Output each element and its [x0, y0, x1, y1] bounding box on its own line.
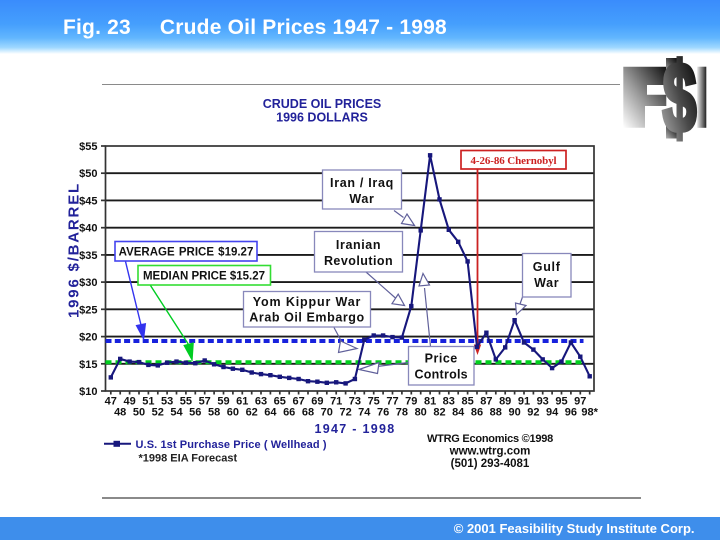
svg-text:88: 88 — [490, 407, 502, 419]
svg-text:53: 53 — [161, 396, 173, 408]
svg-text:81: 81 — [424, 396, 436, 408]
svg-text:72: 72 — [339, 407, 351, 419]
svg-text:$45: $45 — [79, 195, 97, 207]
svg-text:89: 89 — [499, 396, 511, 408]
svg-text:1996 $/BARREL: 1996 $/BARREL — [66, 182, 83, 318]
svg-text:$55: $55 — [79, 141, 97, 153]
svg-text:95: 95 — [555, 396, 567, 408]
svg-text:58: 58 — [208, 407, 220, 419]
svg-text:91: 91 — [518, 396, 530, 408]
svg-text:80: 80 — [415, 407, 427, 419]
svg-text:84: 84 — [452, 407, 465, 419]
svg-text:Iran / Iraq: Iran / Iraq — [330, 176, 394, 190]
svg-text:$10: $10 — [79, 386, 97, 398]
svg-text:73: 73 — [349, 396, 361, 408]
svg-text:$15: $15 — [79, 359, 97, 371]
svg-text:90: 90 — [508, 407, 520, 419]
svg-text:$40: $40 — [79, 223, 97, 235]
svg-text:82: 82 — [433, 407, 445, 419]
svg-text:U.S. 1st Purchase Price ( Well: U.S. 1st Purchase Price ( Wellhead ) — [136, 439, 327, 451]
svg-text:62: 62 — [246, 407, 258, 419]
svg-text:50: 50 — [133, 407, 145, 419]
svg-text:*1998 EIA Forecast: *1998 EIA Forecast — [139, 453, 238, 465]
svg-text:56: 56 — [189, 407, 201, 419]
svg-text:86: 86 — [471, 407, 483, 419]
svg-text:59: 59 — [217, 396, 229, 408]
svg-text:Yom Kippur War: Yom Kippur War — [253, 295, 361, 309]
svg-text:Price: Price — [425, 352, 458, 366]
svg-text:54: 54 — [170, 407, 183, 419]
svg-text:Arab Oil Embargo: Arab Oil Embargo — [249, 311, 364, 325]
svg-text:MEDIAN PRICE $15.27: MEDIAN PRICE $15.27 — [143, 271, 265, 283]
svg-text:51: 51 — [142, 396, 154, 408]
svg-text:60: 60 — [227, 407, 239, 419]
svg-text:1947 - 1998: 1947 - 1998 — [314, 422, 395, 436]
svg-text:$35: $35 — [79, 250, 97, 262]
svg-text:$: $ — [663, 44, 697, 153]
svg-text:WTRG Economics ©1998: WTRG Economics ©1998 — [427, 433, 553, 445]
svg-text:(501) 293-4081: (501) 293-4081 — [451, 458, 530, 470]
svg-text:War: War — [349, 192, 374, 206]
svg-text:Gulf: Gulf — [533, 260, 561, 274]
svg-text:63: 63 — [255, 396, 267, 408]
svg-text:75: 75 — [368, 396, 380, 408]
svg-text:97: 97 — [574, 396, 586, 408]
svg-text:69: 69 — [311, 396, 323, 408]
svg-text:War: War — [534, 276, 559, 290]
svg-text:77: 77 — [386, 396, 398, 408]
svg-text:64: 64 — [264, 407, 277, 419]
svg-text:74: 74 — [358, 407, 371, 419]
svg-text:CRUDE OIL PRICES: CRUDE OIL PRICES — [263, 97, 382, 111]
svg-text:78: 78 — [396, 407, 408, 419]
svg-text:94: 94 — [546, 407, 559, 419]
svg-text:71: 71 — [330, 396, 342, 408]
svg-text:www.wtrg.com: www.wtrg.com — [449, 446, 531, 458]
svg-text:Controls: Controls — [415, 368, 468, 382]
svg-text:$50: $50 — [79, 168, 97, 180]
svg-text:4-26-86 Chernobyl: 4-26-86 Chernobyl — [471, 155, 557, 167]
svg-text:98*: 98* — [581, 407, 598, 419]
svg-text:1996 DOLLARS: 1996 DOLLARS — [276, 111, 368, 125]
svg-text:Iranian: Iranian — [336, 238, 381, 252]
svg-text:93: 93 — [537, 396, 549, 408]
svg-text:$20: $20 — [79, 332, 97, 344]
svg-text:83: 83 — [443, 396, 455, 408]
svg-text:87: 87 — [480, 396, 492, 408]
svg-text:70: 70 — [321, 407, 333, 419]
svg-text:65: 65 — [274, 396, 286, 408]
svg-text:52: 52 — [152, 407, 164, 419]
svg-text:$30: $30 — [79, 277, 97, 289]
svg-text:AVERAGE PRICE $19.27: AVERAGE PRICE $19.27 — [119, 247, 254, 259]
svg-text:$25: $25 — [79, 304, 97, 316]
svg-text:57: 57 — [199, 396, 211, 408]
svg-text:67: 67 — [292, 396, 304, 408]
svg-text:66: 66 — [283, 407, 295, 419]
svg-text:61: 61 — [236, 396, 248, 408]
svg-text:49: 49 — [123, 396, 135, 408]
svg-text:68: 68 — [302, 407, 314, 419]
svg-text:79: 79 — [405, 396, 417, 408]
svg-text:76: 76 — [377, 407, 389, 419]
svg-text:92: 92 — [527, 407, 539, 419]
svg-text:55: 55 — [180, 396, 192, 408]
svg-text:47: 47 — [105, 396, 117, 408]
svg-text:85: 85 — [461, 396, 473, 408]
svg-text:48: 48 — [114, 407, 126, 419]
svg-text:Revolution: Revolution — [324, 254, 393, 268]
svg-text:96: 96 — [565, 407, 577, 419]
